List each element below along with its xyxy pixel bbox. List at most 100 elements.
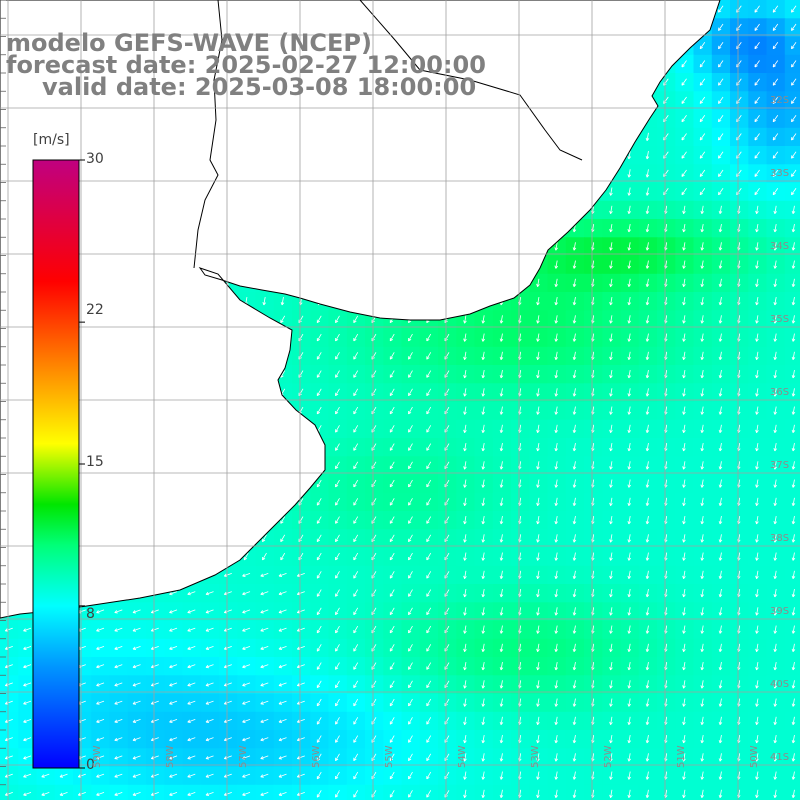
wind-cell: [127, 711, 147, 731]
wind-cell: [419, 456, 439, 476]
wind-cell: [164, 657, 184, 676]
wind-cell: [292, 602, 311, 622]
wind-arrow: [754, 114, 760, 123]
wind-cell: [657, 620, 676, 640]
wind-cell: [620, 675, 640, 695]
wind-cell: [200, 766, 220, 786]
wind-cell: [657, 638, 676, 658]
wind-cell: [602, 565, 622, 585]
wind-cell: [401, 401, 421, 421]
wind-cell: [766, 675, 786, 695]
wind-arrow: [791, 78, 797, 86]
wind-cell: [730, 164, 749, 184]
wind-cell: [401, 474, 421, 494]
lon-label: 56W: [311, 745, 322, 768]
wind-cell: [419, 748, 439, 768]
wind-cell: [511, 766, 530, 786]
wind-cell: [365, 456, 384, 476]
wind-cell: [565, 383, 585, 403]
wind-cell: [346, 675, 366, 695]
wind-cell: [200, 730, 220, 749]
wind-cell: [675, 584, 695, 603]
wind-cell: [602, 693, 622, 713]
wind-cell: [748, 146, 768, 165]
wind-cell: [492, 675, 512, 695]
wind-cell: [675, 346, 695, 366]
wind-cell: [383, 565, 403, 585]
wind-cell: [602, 620, 622, 640]
wind-cell: [547, 730, 567, 749]
wind-arrow: [627, 260, 631, 269]
wind-cell: [419, 419, 439, 439]
wind-cell: [693, 766, 713, 786]
wind-cell: [200, 748, 220, 768]
wind-cell: [766, 0, 786, 19]
wind-cell: [547, 748, 567, 768]
wind-arrow: [645, 223, 650, 233]
wind-cell: [419, 730, 439, 749]
wind-cell: [730, 91, 749, 111]
wind-cell: [675, 638, 695, 658]
wind-cell: [310, 346, 330, 366]
wind-arrow: [718, 41, 724, 50]
wind-arrow: [791, 60, 797, 68]
wind-cell: [784, 784, 800, 800]
wind-cell: [711, 547, 731, 567]
wind-cell: [219, 766, 238, 786]
wind-arrow: [772, 78, 779, 86]
wind-cell: [365, 711, 384, 731]
wind-cell: [127, 730, 147, 749]
wind-cell: [693, 383, 713, 403]
wind-cell: [474, 675, 494, 695]
wind-cell: [529, 401, 549, 421]
wind-arrow: [699, 60, 706, 68]
wind-cell: [383, 456, 403, 476]
wind-cell: [346, 693, 366, 713]
wind-arrow: [718, 169, 724, 177]
wind-cell: [693, 237, 713, 257]
wind-cell: [492, 748, 512, 768]
wind-cell: [730, 419, 749, 439]
wind-cell: [273, 620, 293, 640]
wind-cell: [565, 365, 585, 384]
wind-arrow: [645, 169, 650, 178]
wind-cell: [693, 109, 713, 129]
lat-label: 40S: [770, 679, 790, 690]
wind-cell: [346, 474, 366, 494]
wind-cell: [657, 565, 676, 585]
wind-cell: [346, 584, 366, 603]
wind-cell: [438, 766, 457, 786]
wind-arrow: [773, 260, 777, 269]
wind-cell: [602, 419, 622, 439]
wind-cell: [730, 273, 749, 293]
wind-cell: [18, 638, 38, 658]
colorbar-tick: 22: [86, 302, 104, 318]
wind-cell: [438, 365, 457, 384]
wind-cell: [693, 182, 713, 202]
wind-cell: [474, 711, 494, 731]
wind-arrow: [773, 223, 777, 233]
wind-cell: [638, 620, 658, 640]
wind-cell: [748, 91, 768, 111]
wind-cell: [365, 602, 384, 622]
wind-cell: [146, 675, 165, 695]
wind-cell: [0, 711, 19, 731]
wind-cell: [748, 127, 768, 147]
wind-arrow: [627, 242, 631, 251]
wind-cell: [657, 237, 676, 257]
wind-cell: [766, 620, 786, 640]
wind-cell: [784, 219, 800, 238]
wind-cell: [492, 547, 512, 567]
wind-cell: [766, 36, 786, 56]
wind-cell: [365, 693, 384, 713]
wind-cell: [711, 419, 731, 439]
wind-arrow: [755, 242, 759, 251]
wind-cell: [657, 675, 676, 695]
wind-cell: [584, 310, 603, 330]
wind-cell: [237, 675, 257, 695]
wind-cell: [456, 383, 476, 403]
wind-cell: [346, 730, 366, 749]
wind-cell: [438, 657, 457, 676]
wind-cell: [456, 547, 476, 567]
wind-cell: [292, 328, 311, 348]
